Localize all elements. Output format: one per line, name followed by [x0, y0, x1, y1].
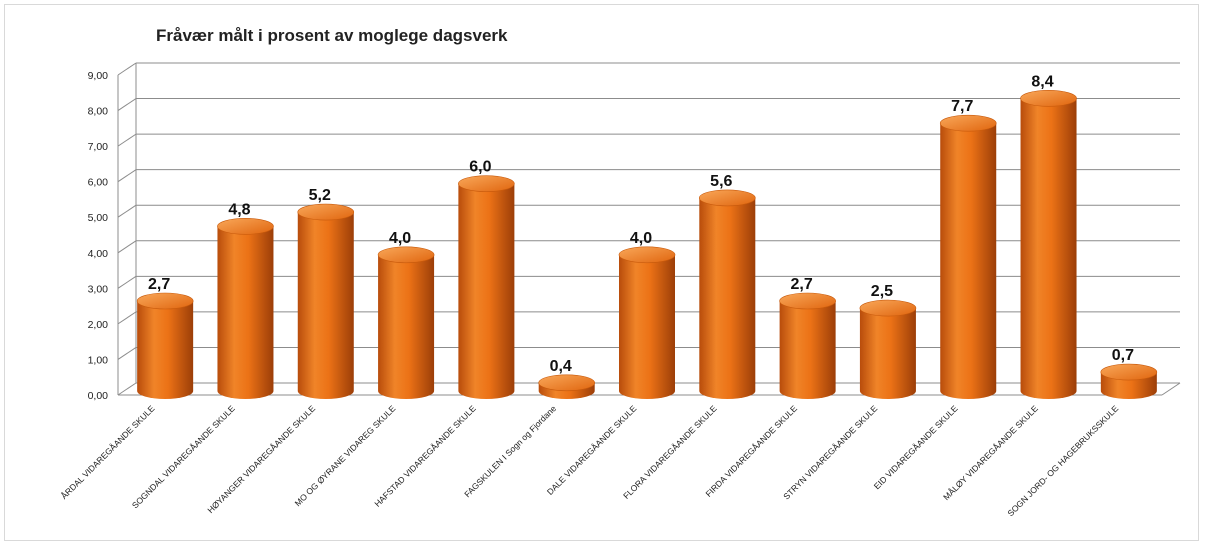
- y-tick-label: 7,00: [88, 141, 109, 153]
- data-label: 2,7: [148, 276, 170, 293]
- bar-top: [297, 203, 355, 221]
- category-label: STRYN VIDAREGÅANDE SKULE: [781, 403, 879, 501]
- bar: [378, 254, 435, 399]
- bar-top: [699, 189, 756, 207]
- y-tick-label: 8,00: [88, 106, 109, 118]
- category-label: DALE VIDAREGÅANDE SKULE: [545, 403, 639, 497]
- data-label: 0,7: [1112, 347, 1134, 364]
- bar-group: [618, 246, 676, 399]
- bar-group: [297, 203, 355, 399]
- data-label: 4,0: [630, 230, 652, 247]
- data-label: 5,6: [710, 173, 732, 190]
- bar: [619, 254, 675, 399]
- bar-group: [538, 374, 595, 399]
- category-label: FAGSKULEN I Sogn og Fjordane: [462, 403, 558, 499]
- data-label: 4,8: [228, 201, 250, 218]
- bar-top: [136, 292, 194, 310]
- data-label: 6,0: [469, 159, 491, 176]
- bar: [779, 301, 836, 399]
- gridline-connector: [117, 382, 137, 396]
- data-label: 0,4: [550, 358, 572, 375]
- bar-group: [136, 292, 194, 399]
- bar-top: [859, 299, 917, 317]
- data-label: 7,7: [951, 98, 973, 115]
- y-tick-label: 3,00: [88, 283, 109, 295]
- bar-group: [939, 114, 997, 399]
- gridline-connector: [117, 347, 137, 360]
- gridline-connector: [117, 204, 137, 218]
- bar-group: [779, 292, 836, 399]
- floor-edge: [1161, 382, 1181, 396]
- bar: [1020, 98, 1077, 399]
- bar-group: [859, 299, 917, 399]
- data-label: 5,2: [309, 187, 331, 204]
- y-tick-label: 2,00: [88, 319, 109, 331]
- bar-top: [1020, 90, 1077, 107]
- y-tick-label: 9,00: [88, 70, 109, 82]
- bar-top: [1100, 363, 1158, 381]
- gridline-connector: [117, 311, 137, 325]
- chart-title: Fråvær målt i prosent av moglege dagsver…: [156, 26, 508, 45]
- bar-top: [538, 374, 595, 392]
- bar-top: [618, 246, 676, 264]
- chart-frame: [4, 4, 1199, 541]
- gridline-connector: [117, 169, 137, 183]
- bar-top: [217, 218, 274, 235]
- gridline-connector: [117, 240, 137, 254]
- gridline-connector: [117, 62, 137, 76]
- bar-group: [1020, 90, 1077, 399]
- bar-top: [779, 292, 836, 310]
- bar-group: [377, 246, 435, 399]
- bar: [940, 123, 997, 399]
- bar: [699, 197, 756, 399]
- bar-top: [377, 246, 435, 264]
- bar: [217, 226, 274, 399]
- bar-top: [458, 175, 515, 192]
- bar-top: [939, 114, 997, 132]
- category-label: ÅRDAL VIDAREGÅANDE SKULE: [59, 403, 157, 501]
- data-label: 4,0: [389, 230, 411, 247]
- y-tick-label: 1,00: [88, 354, 109, 366]
- gridline-connector: [117, 133, 137, 147]
- category-label: EID VIDAREGÅANDE SKULE: [872, 403, 960, 491]
- data-label: 2,5: [871, 283, 893, 300]
- bar-group: [217, 218, 274, 399]
- y-tick-label: 4,00: [88, 248, 109, 260]
- category-label: FIRDA VIDAREGÅANDE SKULE: [703, 403, 799, 499]
- y-tick-label: 6,00: [88, 177, 109, 189]
- data-label: 8,4: [1031, 73, 1053, 90]
- bar-group: [699, 189, 756, 399]
- bar-group: [1100, 363, 1158, 399]
- bar-group: [458, 175, 515, 399]
- data-label: 2,7: [790, 276, 812, 293]
- bar: [458, 183, 515, 399]
- gridline-connector: [117, 275, 137, 289]
- category-label: MÅLØY VIDAREGÅANDE SKULE: [941, 403, 1040, 502]
- category-label: FLORA VIDAREGÅANDE SKULE: [621, 403, 719, 501]
- bar: [859, 308, 916, 399]
- bar: [297, 212, 354, 399]
- y-tick-label: 0,00: [88, 390, 109, 402]
- y-tick-label: 5,00: [88, 212, 109, 224]
- gridline-connector: [117, 98, 137, 111]
- bar: [137, 301, 194, 399]
